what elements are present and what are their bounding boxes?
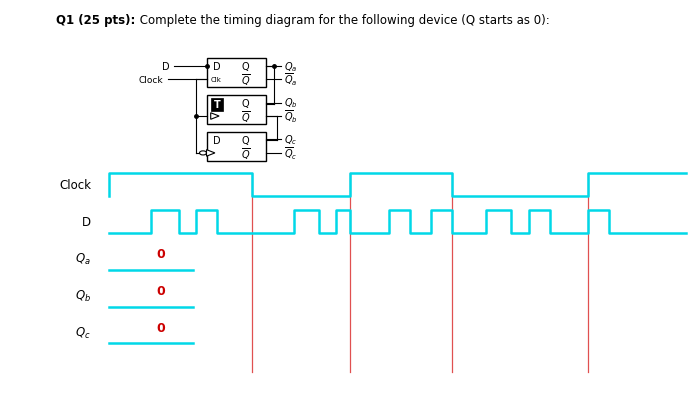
Text: D: D <box>214 62 221 72</box>
Text: $\overline{Q}$: $\overline{Q}$ <box>241 72 251 88</box>
Polygon shape <box>211 113 219 120</box>
Text: Q: Q <box>241 136 248 146</box>
Text: Clock: Clock <box>59 179 91 191</box>
Text: Clk: Clk <box>211 77 222 83</box>
Text: $\overline{Q}_c$: $\overline{Q}_c$ <box>284 146 297 162</box>
Text: $Q_c$: $Q_c$ <box>76 325 91 340</box>
Text: $Q_b$: $Q_b$ <box>75 288 91 303</box>
Text: 0: 0 <box>157 321 165 334</box>
Text: D: D <box>82 216 91 228</box>
Text: Complete the timing diagram for the following device (Q starts as 0):: Complete the timing diagram for the foll… <box>136 14 550 27</box>
Bar <box>206 96 266 125</box>
Text: Clock: Clock <box>138 75 163 84</box>
Text: $\overline{Q}$: $\overline{Q}$ <box>241 109 251 125</box>
Bar <box>206 133 266 162</box>
Text: Q1 (25 pts):: Q1 (25 pts): <box>56 14 135 27</box>
Text: T: T <box>214 100 220 110</box>
Text: $\overline{Q}_b$: $\overline{Q}_b$ <box>284 109 298 125</box>
Text: $\overline{Q}$: $\overline{Q}$ <box>241 146 251 162</box>
Text: Q: Q <box>241 99 248 109</box>
Text: 0: 0 <box>157 247 165 260</box>
Text: $Q_a$: $Q_a$ <box>284 60 297 73</box>
Text: $Q_b$: $Q_b$ <box>284 97 297 110</box>
Text: Q: Q <box>241 62 248 72</box>
Bar <box>206 59 266 88</box>
Text: $Q_c$: $Q_c$ <box>284 133 297 147</box>
Text: $Q_a$: $Q_a$ <box>75 251 91 266</box>
Text: D: D <box>214 136 221 146</box>
Polygon shape <box>206 150 215 157</box>
Text: D: D <box>162 62 169 72</box>
Text: $\overline{Q}_a$: $\overline{Q}_a$ <box>284 72 297 88</box>
Text: 0: 0 <box>157 284 165 297</box>
Bar <box>211 99 223 112</box>
